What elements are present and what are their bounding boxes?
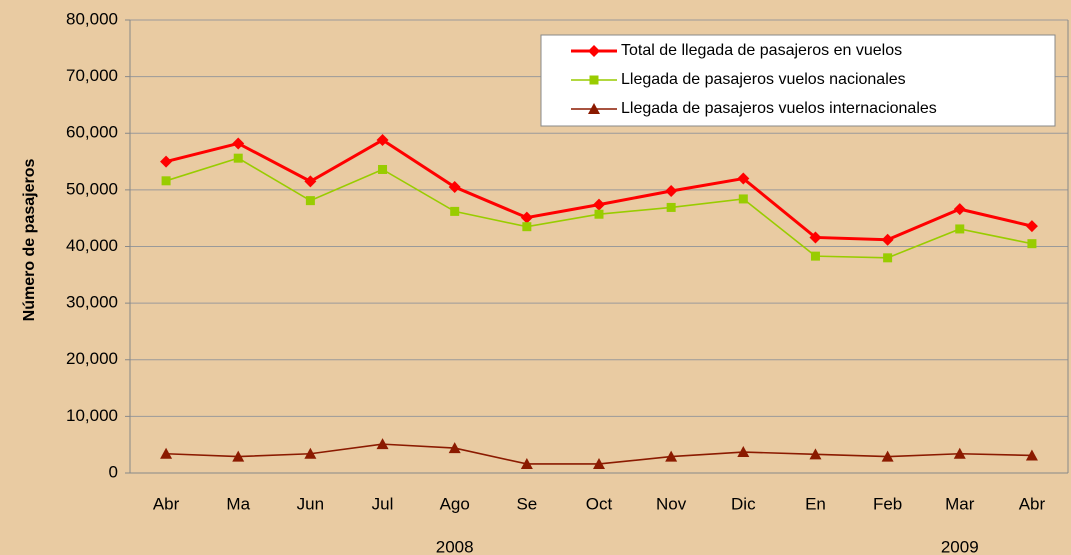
marker bbox=[593, 198, 605, 211]
x-tick-label: Ago bbox=[440, 494, 470, 513]
marker bbox=[953, 203, 966, 216]
y-axis-label: Número de pasajeros bbox=[21, 159, 38, 322]
y-tick-label: 70,000 bbox=[66, 66, 118, 85]
legend-label: Llegada de pasajeros vuelos nacionales bbox=[621, 71, 906, 88]
marker bbox=[737, 446, 750, 458]
marker bbox=[588, 103, 600, 114]
marker bbox=[520, 211, 533, 224]
legend-label: Llegada de pasajeros vuelos internaciona… bbox=[621, 100, 937, 117]
y-tick-label: 40,000 bbox=[66, 236, 118, 255]
marker bbox=[232, 137, 245, 150]
marker bbox=[304, 175, 317, 188]
legend-box bbox=[540, 34, 1056, 127]
marker bbox=[953, 447, 966, 459]
marker bbox=[520, 457, 533, 469]
marker bbox=[305, 196, 315, 206]
x-tick-label: Oct bbox=[586, 494, 613, 513]
y-tick-label: 10,000 bbox=[66, 406, 118, 425]
y-tick-label: 0 bbox=[109, 462, 118, 481]
legend-label: Total de llegada de pasajeros en vuelos bbox=[621, 42, 902, 59]
marker bbox=[1025, 449, 1038, 461]
year-label: 2008 bbox=[436, 537, 474, 555]
marker bbox=[233, 153, 243, 163]
marker bbox=[955, 224, 965, 234]
x-tick-label: Dic bbox=[731, 494, 756, 513]
x-tick-label: Jun bbox=[297, 494, 324, 513]
marker bbox=[448, 181, 461, 194]
x-tick-label: En bbox=[805, 494, 826, 513]
x-tick-label: Abr bbox=[1019, 494, 1046, 513]
marker bbox=[593, 457, 605, 469]
marker bbox=[232, 450, 245, 462]
marker bbox=[809, 448, 822, 460]
marker bbox=[376, 438, 389, 450]
marker bbox=[1025, 220, 1038, 233]
x-tick-label: Se bbox=[516, 494, 537, 513]
x-tick-label: Ma bbox=[226, 494, 250, 513]
year-label: 2009 bbox=[941, 537, 979, 555]
marker bbox=[161, 176, 171, 186]
marker bbox=[448, 442, 461, 454]
marker bbox=[160, 155, 173, 168]
marker bbox=[378, 164, 388, 174]
marker bbox=[450, 206, 460, 216]
y-tick-label: 30,000 bbox=[66, 293, 118, 312]
marker bbox=[160, 447, 173, 459]
marker bbox=[376, 134, 389, 147]
x-tick-label: Jul bbox=[372, 494, 394, 513]
y-tick-label: 20,000 bbox=[66, 349, 118, 368]
y-tick-label: 80,000 bbox=[66, 9, 118, 28]
marker bbox=[881, 450, 894, 462]
y-tick-label: 50,000 bbox=[66, 179, 118, 198]
marker bbox=[665, 185, 678, 198]
marker bbox=[883, 253, 893, 263]
y-tick-label: 60,000 bbox=[66, 123, 118, 142]
x-tick-label: Nov bbox=[656, 494, 687, 513]
marker bbox=[589, 75, 599, 85]
marker bbox=[594, 209, 604, 219]
marker bbox=[809, 231, 822, 244]
marker bbox=[666, 202, 676, 212]
marker bbox=[881, 233, 894, 246]
marker bbox=[737, 172, 750, 185]
marker bbox=[304, 447, 317, 459]
marker bbox=[665, 450, 678, 462]
x-tick-label: Mar bbox=[945, 494, 975, 513]
x-tick-label: Feb bbox=[873, 494, 902, 513]
marker bbox=[522, 222, 532, 232]
marker bbox=[810, 251, 820, 261]
legend: Total de llegada de pasajeros en vuelos L… bbox=[540, 34, 1056, 127]
marker bbox=[1027, 239, 1037, 249]
x-tick-label: Abr bbox=[153, 494, 180, 513]
marker bbox=[738, 194, 748, 204]
marker bbox=[588, 45, 600, 57]
